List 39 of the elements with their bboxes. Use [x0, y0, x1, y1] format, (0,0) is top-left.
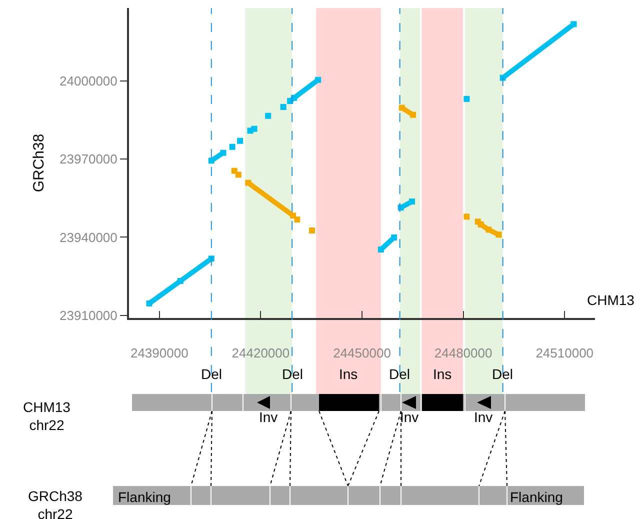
band-label: Inv: [474, 409, 493, 425]
ref-line-label: Del: [492, 366, 514, 382]
y-tick-label: 24000000: [60, 73, 118, 88]
point: [478, 221, 484, 228]
point: [245, 180, 252, 186]
point: [408, 198, 415, 205]
y-tick-label: 23910000: [60, 308, 118, 323]
point: [378, 246, 384, 252]
ref-line-label: Del: [201, 366, 222, 382]
point: [220, 150, 226, 156]
point: [570, 21, 577, 28]
y-axis-title: GRCh38: [30, 134, 48, 192]
y-tick-label: 23970000: [60, 152, 118, 167]
point: [398, 104, 405, 111]
text: GRCh38 chr22: [28, 488, 83, 519]
point: [486, 226, 492, 233]
band-label: Inv: [259, 409, 278, 425]
text: Flanking: [510, 489, 563, 505]
band-label: Ins: [339, 366, 358, 382]
ref-line-label: Del: [282, 366, 304, 382]
x-tick-label: 24480000: [434, 346, 492, 361]
band-label: Ins: [433, 366, 452, 382]
x-axis-title: CHM13: [587, 292, 635, 308]
x-tick-label: 24510000: [536, 346, 594, 361]
point: [496, 232, 502, 238]
point: [391, 234, 398, 240]
point: [177, 278, 184, 284]
band-label: Inv: [400, 409, 419, 425]
point: [315, 76, 322, 83]
point: [208, 158, 214, 164]
ref-line-label: Del: [389, 366, 410, 382]
x-tick-label: 24450000: [333, 346, 391, 361]
text: Flanking: [118, 489, 171, 505]
point: [410, 112, 416, 118]
x-tick-label: 24420000: [232, 346, 290, 361]
point: [146, 300, 152, 306]
x-tick-label: 24390000: [130, 346, 188, 361]
y-tick-label: 23940000: [60, 230, 118, 245]
text: CHM13 chr22: [23, 399, 71, 434]
